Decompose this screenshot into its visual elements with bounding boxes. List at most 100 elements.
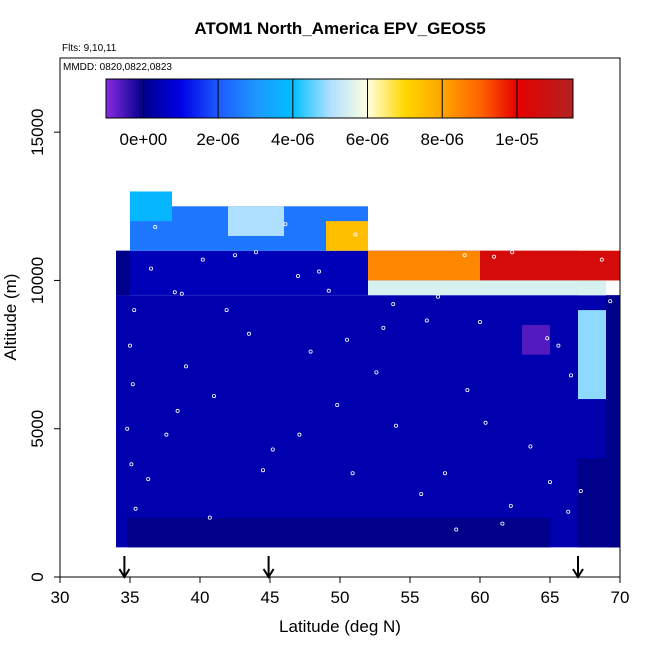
flight-arrow [118, 556, 131, 579]
observation-point [548, 480, 553, 485]
observation-point [393, 423, 398, 428]
y-tick-label: 5000 [28, 410, 47, 448]
observation-point [419, 491, 424, 496]
observation-point [528, 444, 533, 449]
heatmap-cell [326, 221, 368, 251]
observation-point [148, 266, 153, 271]
y-tick-label: 15000 [28, 109, 47, 156]
observation-point [153, 225, 158, 230]
chart-title: ATOM1 North_America EPV_GEOS5 [194, 19, 485, 38]
observation-point [546, 554, 551, 559]
colorbar-tick-label: 0e+00 [119, 130, 167, 149]
observation-point [381, 325, 386, 330]
heatmap-cell [116, 250, 130, 296]
observation-point [253, 250, 258, 255]
observation-point [129, 462, 134, 467]
observation-point [353, 232, 358, 237]
colorbar: 0e+00 2e-06 4e-06 6e-06 8e-06 1e-05 [105, 78, 574, 149]
y-axis-label: Altitude (m) [1, 274, 20, 361]
observation-point [462, 253, 467, 258]
heatmap-cell [522, 324, 550, 355]
observation-point [246, 331, 251, 336]
heatmap-cell [368, 280, 606, 296]
observation-point [224, 308, 229, 313]
heatmap-cell [228, 206, 284, 236]
observation-point [316, 269, 321, 274]
observation-point [391, 302, 396, 307]
observation-point [566, 509, 571, 514]
heatmap-cell [578, 310, 606, 400]
observation-points [125, 222, 613, 559]
observation-point [232, 253, 237, 258]
colorbar-tick-label: 1e-05 [495, 130, 538, 149]
observation-point [350, 471, 355, 476]
heatmap-cell [606, 295, 620, 548]
x-tick-label: 70 [611, 588, 630, 607]
x-axis-label: Latitude (deg N) [279, 617, 401, 636]
flight-arrow [572, 556, 584, 579]
observation-point [545, 336, 550, 341]
observation-point [127, 343, 132, 348]
colorbar-tick-label: 2e-06 [196, 130, 239, 149]
observation-point [374, 370, 379, 375]
observation-point [260, 468, 265, 473]
flight-arrow [262, 556, 275, 579]
date-annotation: MMDD: 0820,0822,0823 [63, 62, 172, 73]
x-tick-label: 35 [121, 588, 140, 607]
flights-annotation: Flts: 9,10,11 [62, 43, 117, 54]
x-tick-label: 45 [261, 588, 280, 607]
heatmap-layer [116, 191, 620, 548]
observation-point [283, 222, 288, 227]
heatmap-cell [127, 517, 550, 548]
x-tick-label: 40 [191, 588, 210, 607]
observation-point [308, 349, 313, 354]
observation-point [569, 373, 574, 378]
observation-point [500, 521, 505, 526]
observation-point [175, 408, 180, 413]
colorbar-tick-label: 8e-06 [420, 130, 463, 149]
observation-point [207, 515, 212, 520]
colorbar-tick-label: 6e-06 [346, 130, 389, 149]
flight-arrows [118, 556, 584, 579]
x-tick-label: 50 [331, 588, 350, 607]
y-tick-label: 0 [28, 572, 47, 581]
y-axis: 0 5000 10000 15000 [28, 109, 60, 582]
observation-point [335, 402, 340, 407]
observation-point [599, 257, 604, 262]
observation-point [183, 364, 188, 369]
observation-point [608, 299, 613, 304]
colorbar-ticks: 0e+00 2e-06 4e-06 6e-06 8e-06 1e-05 [119, 79, 539, 149]
observation-point [556, 343, 561, 348]
observation-point [424, 318, 429, 323]
observation-point [508, 503, 513, 508]
observation-point [133, 506, 138, 511]
observation-point [442, 471, 447, 476]
observation-point [297, 432, 302, 437]
observation-point [164, 432, 169, 437]
observation-point [179, 291, 184, 296]
x-tick-label: 60 [471, 588, 490, 607]
x-axis: 30 35 40 45 50 55 60 65 70 [51, 577, 630, 607]
observation-point [491, 254, 496, 259]
observation-point [510, 250, 515, 255]
x-tick-label: 65 [541, 588, 560, 607]
observation-point [125, 426, 130, 431]
observation-point [132, 308, 137, 313]
colorbar-tick-label: 4e-06 [271, 130, 314, 149]
colorbar-gradient [105, 78, 574, 119]
observation-point [200, 257, 205, 262]
observation-point [578, 488, 583, 493]
y-tick-label: 10000 [28, 257, 47, 304]
heatmap-cell [480, 250, 620, 281]
x-tick-label: 30 [51, 588, 70, 607]
observation-point [295, 273, 300, 278]
observation-point [130, 382, 135, 387]
observation-point [146, 477, 151, 482]
observation-point [454, 527, 459, 532]
observation-point [211, 394, 216, 399]
observation-point [326, 288, 331, 293]
observation-point [172, 290, 177, 295]
x-tick-label: 55 [401, 588, 420, 607]
observation-point [435, 294, 440, 299]
